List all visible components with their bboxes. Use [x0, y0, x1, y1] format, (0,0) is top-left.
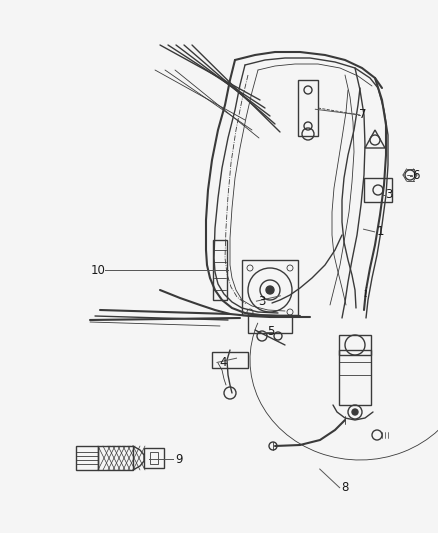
Circle shape	[352, 409, 358, 415]
Text: 7: 7	[359, 108, 367, 121]
Text: 10: 10	[90, 264, 105, 277]
Bar	[242, 260, 298, 315]
Text: 6: 6	[412, 169, 419, 182]
Text: 3: 3	[385, 188, 393, 201]
Bar	[150, 452, 158, 464]
Bar	[339, 335, 371, 355]
Bar	[144, 448, 164, 468]
Circle shape	[266, 286, 274, 294]
Bar	[76, 446, 98, 470]
Text: 9: 9	[175, 453, 183, 466]
Bar	[364, 178, 392, 202]
Bar	[213, 240, 227, 300]
Text: 1: 1	[377, 225, 384, 238]
Text: 4: 4	[219, 356, 226, 369]
Bar	[298, 80, 318, 136]
Bar	[212, 352, 248, 368]
Bar	[98, 446, 133, 470]
Text: i: i	[364, 287, 367, 300]
Bar	[339, 350, 371, 405]
Text: 8: 8	[342, 481, 349, 494]
Text: 3: 3	[258, 295, 266, 308]
Text: 5: 5	[267, 325, 275, 338]
Bar	[248, 315, 292, 333]
